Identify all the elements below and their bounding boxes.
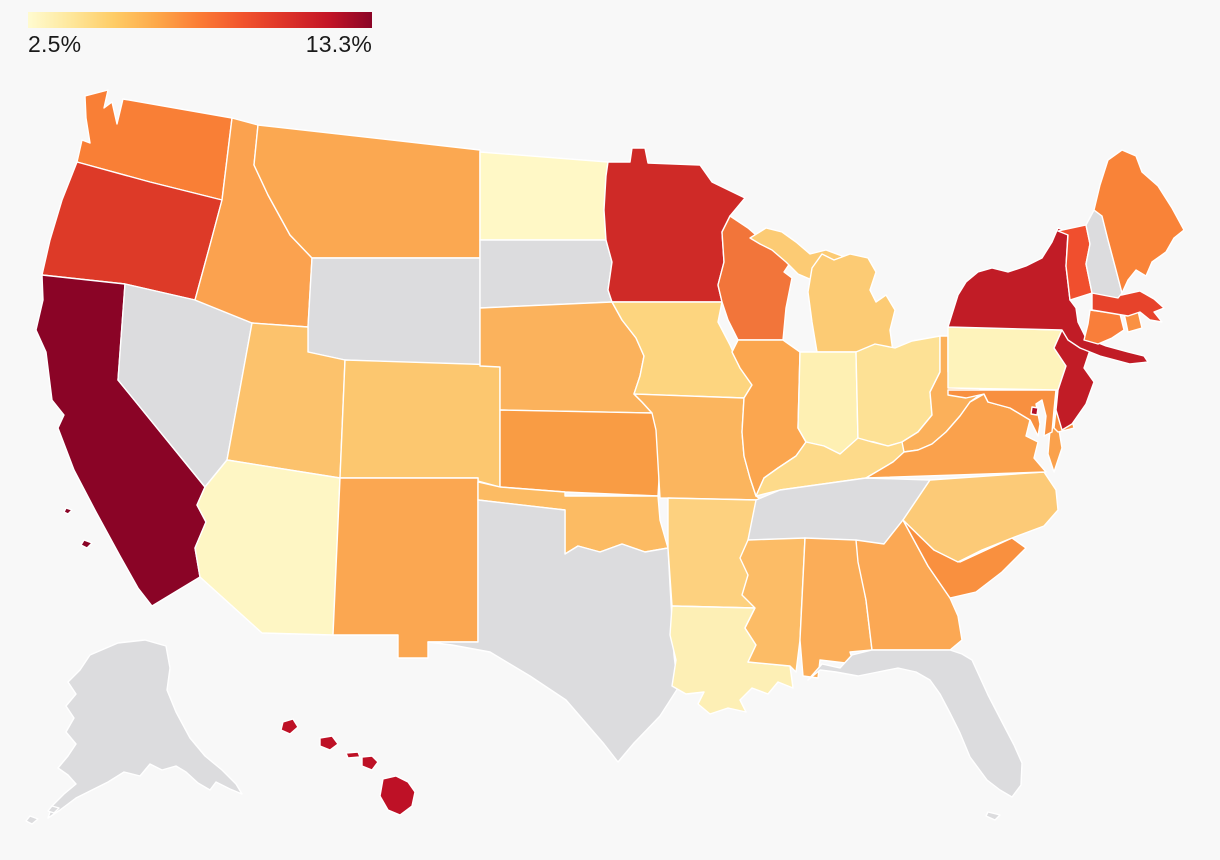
state-district-of-columbia[interactable] (1030, 406, 1039, 416)
state-connecticut[interactable] (1083, 309, 1125, 345)
state-south-dakota[interactable] (479, 239, 613, 309)
state-alaska-aleutians[interactable] (25, 805, 60, 825)
legend-gradient-bar (28, 12, 372, 28)
state-hawaii-molokai[interactable] (345, 751, 361, 759)
states-group (25, 89, 1185, 825)
state-new-mexico[interactable] (332, 477, 479, 659)
state-arizona[interactable] (194, 459, 341, 636)
state-georgia[interactable] (855, 519, 963, 651)
state-massachusetts[interactable] (1091, 290, 1165, 323)
state-michigan[interactable] (807, 253, 896, 353)
state-florida-keys[interactable] (985, 811, 1001, 821)
state-kansas[interactable] (499, 409, 663, 497)
state-indiana[interactable] (797, 351, 859, 455)
state-hawaii-kauai[interactable] (280, 718, 299, 735)
state-new-york[interactable] (947, 227, 1149, 365)
legend: 2.5% 13.3% (28, 12, 372, 57)
state-colorado[interactable] (339, 359, 501, 488)
state-hawaii-big-island[interactable] (379, 775, 416, 816)
legend-max-label: 13.3% (305, 31, 372, 57)
state-florida[interactable] (807, 649, 1023, 798)
state-hawaii-maui[interactable] (361, 755, 379, 771)
state-pennsylvania[interactable] (947, 326, 1067, 391)
state-alaska[interactable] (47, 639, 243, 819)
state-wyoming[interactable] (307, 257, 481, 367)
state-hawaii-oahu[interactable] (319, 735, 339, 751)
legend-labels: 2.5% 13.3% (28, 31, 372, 57)
state-north-carolina[interactable] (902, 471, 1059, 563)
state-maryland[interactable] (947, 389, 1057, 437)
state-california-islands[interactable] (63, 507, 93, 549)
legend-gradient (28, 12, 372, 28)
state-maine[interactable] (1093, 149, 1185, 294)
legend-min-label: 2.5% (28, 31, 82, 57)
state-north-dakota[interactable] (479, 151, 609, 241)
